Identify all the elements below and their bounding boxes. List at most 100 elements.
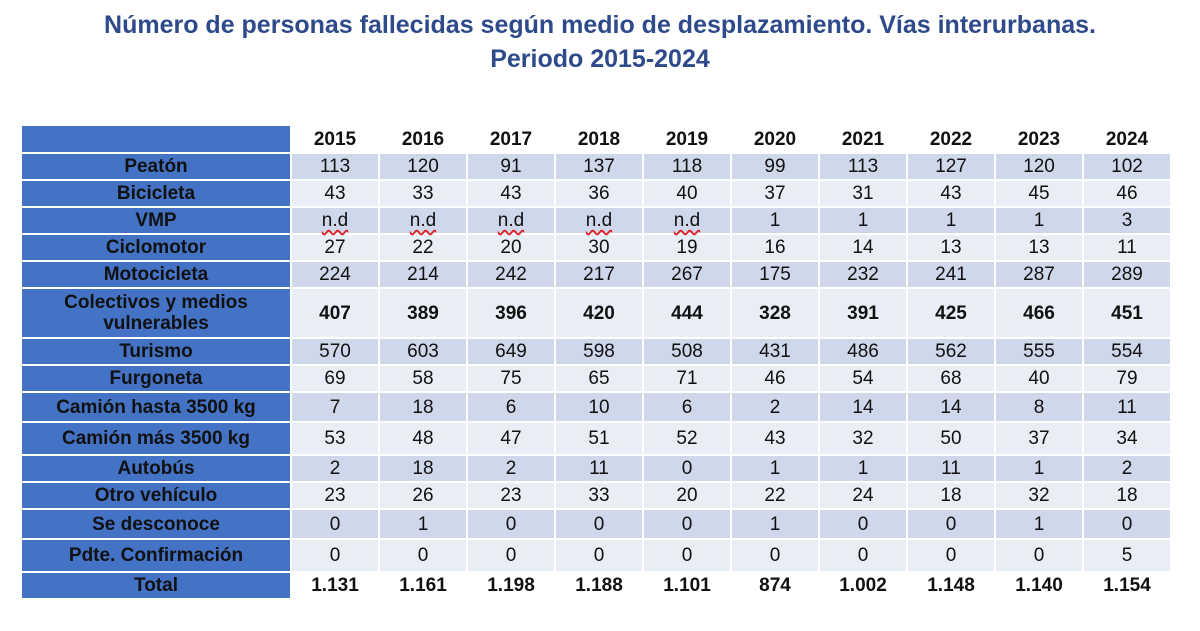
table-cell: 444 [642,287,732,339]
table-cell: 649 [466,337,556,366]
table-cell: 874 [730,571,820,600]
column-header-2019: 2019 [642,124,732,154]
table-cell: 10 [554,391,644,423]
table-cell: 43 [466,179,556,208]
table-cell: 598 [554,337,644,366]
table-cell: n.d [378,206,468,235]
table-cell: 287 [994,260,1084,289]
table-cell: 118 [642,152,732,181]
table-cell: 554 [1082,337,1172,366]
table-cell: 18 [378,454,468,483]
table-cell: 52 [642,421,732,456]
table-cell: 120 [994,152,1084,181]
table-cell: 14 [818,233,908,262]
table-cell: 54 [818,364,908,393]
table-cell: n.d [642,206,732,235]
row-label: VMP [20,206,292,235]
table-cell: 23 [290,481,380,510]
table-cell: 50 [906,421,996,456]
row-label: Camión más 3500 kg [20,421,292,456]
table-cell: 113 [290,152,380,181]
table-cell: 214 [378,260,468,289]
table-cell: n.d [554,206,644,235]
table-cell: 0 [554,538,644,573]
table-cell: 0 [1082,508,1172,540]
table-cell: 1 [818,454,908,483]
not-available-value: n.d [497,210,525,231]
table-cell: 11 [906,454,996,483]
table-cell: 1 [994,206,1084,235]
table-cell: 0 [642,538,732,573]
table-cell: 58 [378,364,468,393]
table-cell: 0 [554,508,644,540]
table-cell: n.d [466,206,556,235]
not-available-value: n.d [585,210,613,231]
table-cell: 53 [290,421,380,456]
table-cell: 51 [554,421,644,456]
table-cell: 242 [466,260,556,289]
not-available-value: n.d [673,210,701,231]
table-header-row: 2015 2016 2017 2018 2019 2020 2021 2022 2023 2024 [20,124,1172,154]
table-cell: 69 [290,364,380,393]
table-corner-cell [20,124,292,154]
table-cell: 2 [1082,454,1172,483]
table-cell: 431 [730,337,820,366]
table-row: Total 1.131 1.161 1.198 1.188 1.101 874 1.002 1.… [20,571,1172,600]
table-cell: 13 [906,233,996,262]
table-cell: 0 [906,508,996,540]
table-row: Colectivos y medios vulnerables 407 389 396… [20,287,1172,339]
table-row: VMP n.d n.d n.d n.d n.d 1 1 1 1 3 [20,206,1172,235]
table-cell: 1 [994,508,1084,540]
table-cell: 22 [730,481,820,510]
table-cell: 3 [1082,206,1172,235]
table-row: Otro vehículo 23 26 23 33 20 22 24 18 32 18 [20,481,1172,510]
table-cell: 11 [1082,391,1172,423]
table-cell: 45 [994,179,1084,208]
table-cell: 2 [290,454,380,483]
table-cell: 466 [994,287,1084,339]
column-header-2020: 2020 [730,124,820,154]
table-body: Peatón 113 120 91 137 118 99 113 127 120 102 Bicicl… [20,152,1172,600]
table-cell: 1.131 [290,571,380,600]
table-cell: 1 [730,454,820,483]
row-label: Turismo [20,337,292,366]
table-cell: 20 [466,233,556,262]
table-cell: 16 [730,233,820,262]
table-cell: 26 [378,481,468,510]
table-cell: 33 [554,481,644,510]
table-cell: 46 [1082,179,1172,208]
table-cell: 0 [290,538,380,573]
table-row: Camión hasta 3500 kg 7 18 6 10 6 2 14 14 8 11 [20,391,1172,423]
table-cell: 30 [554,233,644,262]
table-cell: 1 [378,508,468,540]
table-row: Ciclomotor 27 22 20 30 19 16 14 13 13 11 [20,233,1172,262]
table-cell: 1 [818,206,908,235]
table-cell: 24 [818,481,908,510]
table-cell: 33 [378,179,468,208]
table-cell: 34 [1082,421,1172,456]
table-row: Autobús 2 18 2 11 0 1 1 11 1 2 [20,454,1172,483]
table-cell: 37 [730,179,820,208]
table-cell: 175 [730,260,820,289]
table-cell: 1.101 [642,571,732,600]
fatalities-table: 2015 2016 2017 2018 2019 2020 2021 2022 2023 2024… [20,124,1172,600]
table-cell: 603 [378,337,468,366]
table-cell: 224 [290,260,380,289]
table-cell: 32 [994,481,1084,510]
table-cell: 113 [818,152,908,181]
table-cell: 1.140 [994,571,1084,600]
table-cell: 407 [290,287,380,339]
table-cell: 425 [906,287,996,339]
row-label: Motocicleta [20,260,292,289]
row-label: Camión hasta 3500 kg [20,391,292,423]
column-header-2021: 2021 [818,124,908,154]
table-cell: 22 [378,233,468,262]
table-cell: 1.198 [466,571,556,600]
table-cell: 508 [642,337,732,366]
table-cell: 1.188 [554,571,644,600]
table-row: Peatón 113 120 91 137 118 99 113 127 120 102 [20,152,1172,181]
table-cell: 18 [1082,481,1172,510]
table-cell: 1 [994,454,1084,483]
table-cell: 23 [466,481,556,510]
table-cell: 0 [994,538,1084,573]
